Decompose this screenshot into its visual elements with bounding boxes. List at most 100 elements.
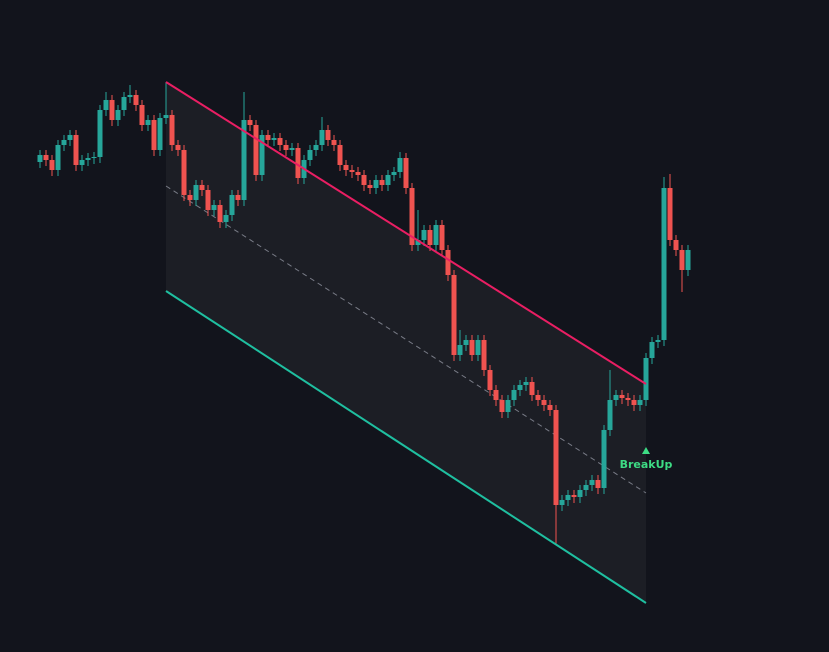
candle-body: [415, 240, 421, 245]
candle-body: [511, 390, 517, 400]
candle-body: [55, 145, 61, 170]
candle-body: [451, 275, 457, 355]
candle-body: [373, 180, 379, 188]
candle-body: [607, 400, 613, 430]
candle-body: [103, 100, 109, 110]
candle-body: [181, 150, 187, 195]
candle-body: [115, 110, 121, 120]
candle-body: [199, 185, 205, 190]
candle-body: [337, 145, 343, 165]
candle-body: [583, 485, 589, 490]
signal-label: BreakUp: [620, 458, 673, 471]
candle-body: [229, 195, 235, 215]
candle-body: [121, 97, 127, 110]
candle-body: [601, 430, 607, 488]
candle-body: [127, 95, 133, 97]
candle-body: [499, 400, 505, 412]
candle-body: [343, 165, 349, 170]
candle-body: [487, 370, 493, 390]
candle-body: [319, 130, 325, 145]
candle-body: [97, 110, 103, 157]
candle-body: [559, 500, 565, 505]
candle-body: [535, 395, 541, 400]
candle-body: [409, 188, 415, 245]
candle-body: [367, 185, 373, 188]
candle-body: [421, 230, 427, 240]
candle-body: [85, 158, 91, 160]
candle-body: [211, 205, 217, 210]
candle-body: [187, 195, 193, 200]
signal-marker: [642, 447, 650, 454]
candle-body: [133, 95, 139, 105]
candle-body: [313, 145, 319, 150]
candle-body: [169, 115, 175, 145]
candle-body: [223, 215, 229, 222]
candle-body: [391, 172, 397, 175]
candle-body: [439, 225, 445, 250]
candle-body: [247, 120, 253, 125]
candle-body: [79, 160, 85, 165]
candle-body: [217, 205, 223, 222]
candle-body: [643, 358, 649, 400]
candle-body: [307, 150, 313, 160]
candle-body: [379, 180, 385, 185]
candle-body: [565, 495, 571, 500]
candle-body: [625, 398, 631, 400]
candle-body: [325, 130, 331, 140]
candle-body: [655, 340, 661, 342]
candle-body: [547, 405, 553, 410]
candle-body: [151, 120, 157, 150]
candle-body: [631, 400, 637, 405]
candle-body: [73, 135, 79, 165]
candle-body: [433, 225, 439, 245]
candle-body: [517, 385, 523, 390]
candle-body: [205, 190, 211, 210]
candle-body: [355, 172, 361, 175]
candle-body: [49, 160, 55, 170]
candle-body: [385, 175, 391, 185]
candle-body: [349, 170, 355, 172]
candle-body: [253, 125, 259, 175]
candle-body: [259, 135, 265, 175]
candle-body: [685, 250, 691, 270]
candle-body: [193, 185, 199, 200]
candle-body: [235, 195, 241, 200]
candle-body: [553, 410, 559, 505]
candle-body: [175, 145, 181, 150]
candle-body: [427, 230, 433, 245]
candle-body: [163, 115, 169, 118]
candle-body: [619, 395, 625, 398]
candle-body: [637, 400, 643, 405]
candle-body: [571, 495, 577, 497]
candle-body: [145, 120, 151, 125]
candle-body: [157, 118, 163, 150]
candle-body: [241, 120, 247, 200]
candle-body: [667, 188, 673, 240]
candle-body: [109, 100, 115, 120]
candle-body: [295, 148, 301, 178]
candle-body: [457, 345, 463, 355]
candle-body: [649, 342, 655, 358]
candle-body: [541, 400, 547, 405]
candle-body: [505, 400, 511, 412]
candle-body: [595, 480, 601, 488]
candle-body: [529, 382, 535, 395]
candle-body: [361, 175, 367, 185]
candle-body: [679, 250, 685, 270]
candle-body: [493, 390, 499, 400]
candle-body: [271, 138, 277, 140]
candle-body: [469, 340, 475, 355]
candle-body: [67, 135, 73, 140]
candle-body: [139, 105, 145, 125]
candle-body: [463, 340, 469, 345]
candle-body: [673, 240, 679, 250]
candle-body: [277, 138, 283, 145]
candle-body: [475, 340, 481, 355]
candle-body: [289, 148, 295, 150]
candle-body: [91, 157, 97, 158]
channel-fill: [166, 82, 646, 603]
candle-body: [61, 140, 67, 145]
